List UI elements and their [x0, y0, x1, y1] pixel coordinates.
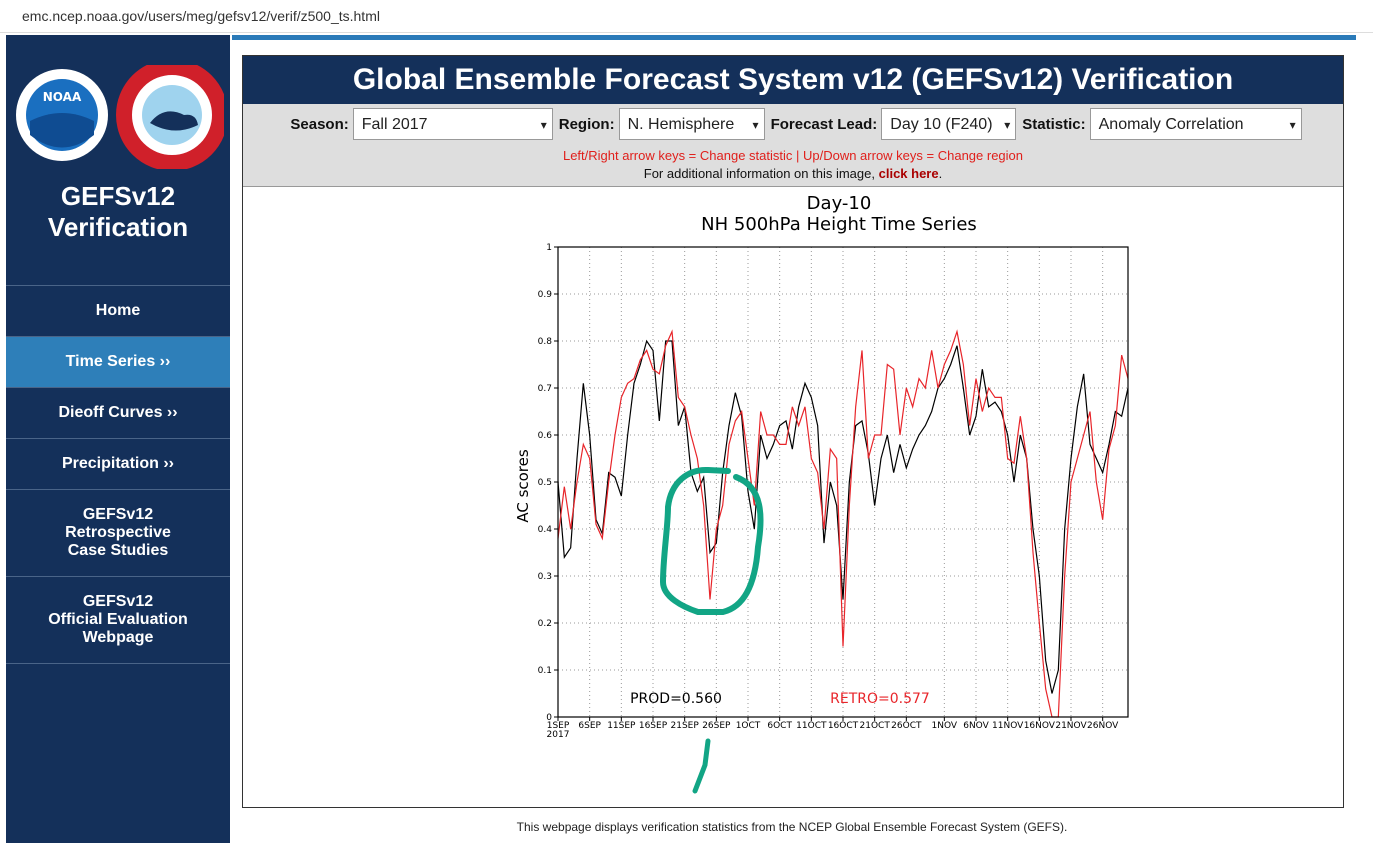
- x-tick-label: 6SEP: [578, 721, 601, 731]
- chart-subtitle: NH 500hPa Height Time Series: [701, 214, 977, 235]
- nav-label: GEFSv12: [82, 593, 154, 610]
- x-tick-label: 21SEP: [671, 721, 700, 731]
- nav-label: Webpage: [82, 629, 154, 646]
- chart: Day-10 NH 500hPa Height Time Series AC s…: [514, 193, 1129, 794]
- nav-label: Dieoff Curves ››: [58, 404, 178, 421]
- control-label: Forecast Lead:: [770, 115, 878, 133]
- title-line: GEFSv12: [60, 181, 176, 211]
- nav-item-active[interactable]: Time Series ››: [6, 336, 230, 387]
- sidebar-title: GEFSv12 Verification: [6, 181, 230, 243]
- nav-label: Precipitation ››: [61, 455, 174, 472]
- x-tick-label: 11NOV: [992, 721, 1024, 731]
- x-tick-label: 11SEP: [607, 721, 636, 731]
- title-line: Verification: [47, 212, 189, 242]
- select[interactable]: Fall 2017: [352, 108, 553, 141]
- select[interactable]: Day 10 (F240): [881, 108, 1017, 141]
- x-tick-label: 1SEP: [547, 721, 570, 731]
- y-axis-label: AC scores: [514, 449, 532, 523]
- control-label: Statistic:: [1022, 115, 1086, 133]
- y-tick-label: 0.3: [538, 572, 552, 582]
- hand-drawn-circle: [659, 466, 764, 615]
- y-tick-label: 1: [546, 243, 552, 253]
- controls: Season: Fall 2017 Region: N. Hemisphere …: [243, 104, 1343, 187]
- top-strip: [232, 35, 1356, 40]
- select[interactable]: N. Hemisphere: [618, 108, 765, 141]
- key-hint: Left/Right arrow keys = Change statistic…: [562, 148, 1024, 163]
- nav-label: Case Studies: [67, 542, 169, 559]
- nav-item[interactable]: Home: [6, 285, 230, 336]
- nav-label: Home: [95, 302, 141, 319]
- x-year-label: 2017: [547, 730, 570, 740]
- nav-label: Official Evaluation: [48, 611, 188, 628]
- info-line: For additional information on this image…: [243, 166, 1343, 181]
- x-tick-label: 26OCT: [891, 721, 922, 731]
- hand-drawn-mark: [692, 738, 711, 794]
- y-tick-label: 0.5: [538, 478, 552, 488]
- x-tick-label: 1OCT: [736, 721, 761, 731]
- nav-label: Retrospective: [65, 524, 171, 541]
- control-label: Region:: [558, 115, 615, 133]
- url[interactable]: emc.ncep.noaa.gov/users/meg/gefsv12/veri…: [22, 8, 380, 24]
- logos: NOAA: [16, 65, 224, 169]
- x-tick-label: 16OCT: [828, 721, 859, 731]
- browser-bar: emc.ncep.noaa.gov/users/meg/gefsv12/veri…: [0, 0, 1373, 33]
- annotation: PROD=0.560: [630, 691, 722, 707]
- x-tick-label: 6NOV: [963, 721, 989, 731]
- sidebar: NOAA GEFSv12 Verification Home Time Seri…: [6, 35, 230, 843]
- x-tick-label: 16SEP: [639, 721, 668, 731]
- info-text: For additional information on this image…: [643, 166, 875, 181]
- control-label: Season:: [290, 115, 349, 133]
- nav-item[interactable]: Dieoff Curves ››: [6, 387, 230, 438]
- nav-item[interactable]: GEFSv12 Official Evaluation Webpage: [6, 576, 230, 664]
- x-tick-label: 26NOV: [1087, 721, 1119, 731]
- nav-item[interactable]: Precipitation ››: [6, 438, 230, 489]
- noaa-text: NOAA: [43, 90, 82, 104]
- control-row: Season: Fall 2017 Region: N. Hemisphere …: [243, 108, 1343, 141]
- y-tick-label: 0.2: [538, 619, 552, 629]
- x-tick-label: 21NOV: [1055, 721, 1087, 731]
- plot-frame: [557, 246, 1129, 718]
- info-suffix: .: [938, 166, 943, 181]
- y-tick-label: 0.8: [538, 337, 553, 347]
- chart-title: Day-10: [807, 193, 872, 214]
- y-tick-label: 0: [546, 713, 552, 723]
- nav-label: Time Series ››: [65, 353, 171, 370]
- x-tick-label: 16NOV: [1024, 721, 1056, 731]
- panel: Global Ensemble Forecast System v12 (GEF…: [242, 55, 1344, 808]
- x-tick-label: 21OCT: [860, 721, 891, 731]
- footer: This webpage displays verification stati…: [516, 820, 1068, 834]
- series-line: [557, 339, 1129, 694]
- series-line: [557, 329, 1129, 718]
- y-tick-label: 0.7: [538, 384, 552, 394]
- y-tick-label: 0.4: [538, 525, 553, 535]
- x-tick-label: 6OCT: [767, 721, 792, 731]
- nav-label: GEFSv12: [82, 506, 154, 523]
- x-tick-label: 1NOV: [932, 721, 958, 731]
- select[interactable]: Anomaly Correlation: [1089, 108, 1302, 141]
- header-title: Global Ensemble Forecast System v12 (GEF…: [243, 56, 1343, 104]
- y-tick-label: 0.1: [538, 666, 552, 676]
- x-tick-label: 11OCT: [796, 721, 827, 731]
- nav-item[interactable]: GEFSv12 Retrospective Case Studies: [6, 489, 230, 576]
- info-link[interactable]: click here: [878, 166, 939, 181]
- y-tick-label: 0.6: [538, 431, 553, 441]
- annotation: RETRO=0.577: [830, 691, 930, 707]
- x-tick-label: 26SEP: [702, 721, 731, 731]
- y-tick-label: 0.9: [538, 290, 553, 300]
